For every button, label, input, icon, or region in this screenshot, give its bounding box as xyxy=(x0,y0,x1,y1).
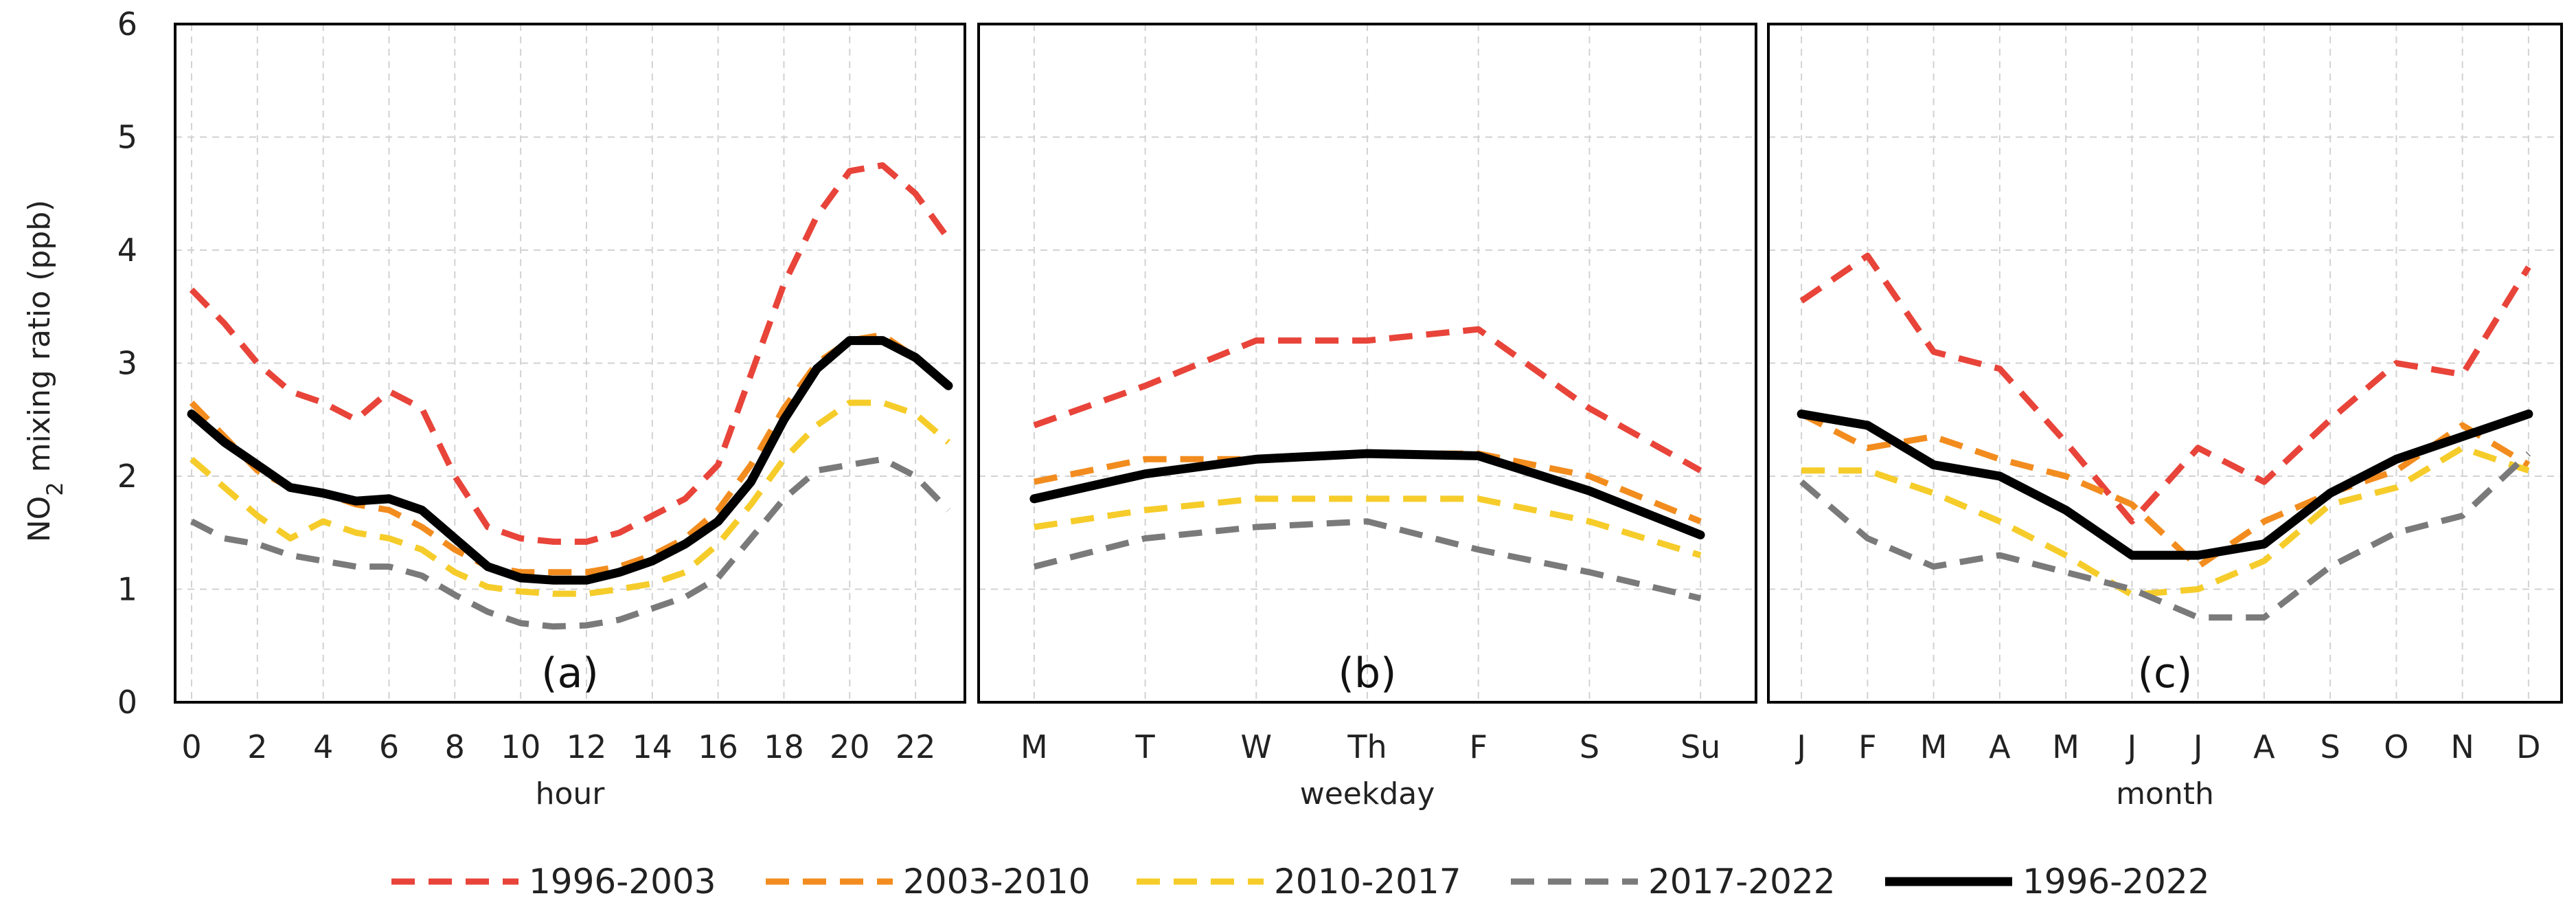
x-tick-label: 8 xyxy=(445,728,465,765)
panel-weekday: (b) M T W Th F S Su weekday xyxy=(977,23,1757,811)
panel-frame xyxy=(1767,23,2563,704)
x-tick-label: F xyxy=(1469,728,1487,765)
x-axis-title: hour xyxy=(536,776,606,811)
series-line-1996-2022 xyxy=(1797,410,2533,560)
panel-label: (b) xyxy=(1338,649,1397,697)
y-axis-title-subscript: 2 xyxy=(42,482,68,495)
y-tick-label: 2 xyxy=(117,458,137,495)
series-line-1996-2003 xyxy=(1799,252,2531,525)
series-line-2010-2017 xyxy=(190,399,950,597)
legend-entry: 1996-2003 xyxy=(391,862,716,902)
panel-label: (a) xyxy=(541,649,599,697)
x-tick-label: F xyxy=(1858,728,1876,765)
x-tick-label: 2 xyxy=(247,728,267,765)
legend-label: 1996-2003 xyxy=(529,862,716,902)
x-tick-label: 18 xyxy=(764,728,804,765)
panel-hour: (a) 0 2 4 6 8 10 12 14 16 18 20 22 hour xyxy=(174,23,966,811)
legend-entry: 2010-2017 xyxy=(1137,862,1461,902)
x-tick-label: 10 xyxy=(501,728,541,765)
panel-frame xyxy=(977,23,1757,704)
x-tick-label: M xyxy=(1021,728,1048,765)
y-tick-label: 0 xyxy=(117,684,137,721)
series-line-2010-2017 xyxy=(1034,495,1702,559)
series-line-2010-2017 xyxy=(1801,445,2530,598)
x-tick-label: M xyxy=(1920,728,1948,765)
y-axis-title-rest: mixing ratio (ppb) xyxy=(22,200,57,482)
series-line-1996-2022 xyxy=(187,336,953,585)
x-tick-label: T xyxy=(1135,728,1156,765)
x-tick-label: 6 xyxy=(379,728,399,765)
x-tick-label: A xyxy=(1989,728,2011,765)
y-axis-ticks: 0 1 2 3 4 5 6 xyxy=(117,5,137,721)
x-tick-label: 20 xyxy=(830,728,870,765)
y-axis-title: NO2 mixing ratio (ppb) xyxy=(22,200,68,543)
x-tick-label: S xyxy=(2321,728,2340,765)
x-tick-label: Th xyxy=(1347,728,1387,765)
x-tick-label: J xyxy=(2125,728,2137,765)
x-tick-label: J xyxy=(2191,728,2203,765)
x-tick-label: D xyxy=(2516,728,2540,765)
series-line-2003-2010 xyxy=(1800,411,2531,570)
series-line-2017-2022 xyxy=(1033,518,1702,602)
y-tick-label: 4 xyxy=(117,232,137,269)
series-line-2017-2022 xyxy=(1799,451,2531,621)
legend-label: 2003-2010 xyxy=(903,862,1091,902)
legend-label: 1996-2022 xyxy=(2022,862,2210,902)
x-tick-label: S xyxy=(1580,728,1599,765)
x-tick-label: 16 xyxy=(698,728,738,765)
x-axis-title: month xyxy=(2116,776,2214,811)
x-tick-label: Su xyxy=(1680,728,1720,765)
x-tick-label: 4 xyxy=(313,728,333,765)
panel-label: (c) xyxy=(2138,649,2193,697)
x-tick-label: 14 xyxy=(632,728,673,765)
legend-entry: 2017-2022 xyxy=(1511,862,1836,902)
x-tick-label: 0 xyxy=(181,728,201,765)
x-tick-label: J xyxy=(1794,728,1806,765)
y-axis-title-main: NO xyxy=(22,496,57,543)
legend-entry: 1996-2022 xyxy=(1885,862,2210,902)
x-tick-label: 22 xyxy=(896,728,936,765)
y-tick-label: 1 xyxy=(117,571,137,608)
series-line-2003-2010 xyxy=(189,331,950,576)
x-tick-label: N xyxy=(2450,728,2474,765)
series-line-1996-2022 xyxy=(1029,449,1705,539)
x-tick-label: M xyxy=(2052,728,2079,765)
legend-entry: 2003-2010 xyxy=(766,862,1091,902)
x-tick-label: O xyxy=(2384,728,2408,765)
legend: 1996-2003 2003-2010 2010-2017 2017-2022 1996… xyxy=(391,862,2210,902)
y-tick-label: 3 xyxy=(117,345,137,382)
legend-label: 2010-2017 xyxy=(1274,862,1461,902)
y-tick-label: 5 xyxy=(117,119,137,156)
y-tick-label: 6 xyxy=(117,5,137,43)
series-line-2017-2022 xyxy=(190,456,951,630)
x-tick-label: A xyxy=(2253,728,2275,765)
series-line-1996-2003 xyxy=(189,162,951,545)
x-tick-label: W xyxy=(1241,728,1272,765)
panel-frame xyxy=(174,23,966,704)
x-tick-label: 12 xyxy=(567,728,607,765)
series-line-1996-2003 xyxy=(1033,326,1702,473)
legend-label: 2017-2022 xyxy=(1648,862,1836,902)
x-axis-title: weekday xyxy=(1300,776,1435,811)
chart-panels: (a) 0 2 4 6 8 10 12 14 16 18 20 22 hour (b) M T W Th F S Su we… xyxy=(174,23,2563,811)
